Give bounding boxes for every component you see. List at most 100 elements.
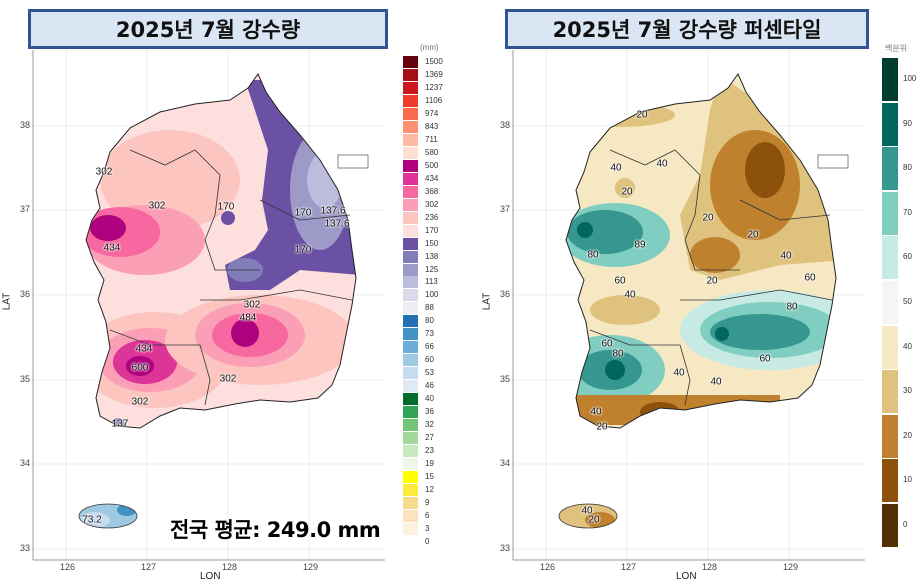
legend-swatch bbox=[403, 354, 418, 367]
legend-label: 60 bbox=[903, 252, 912, 262]
legend-label: 40 bbox=[425, 394, 434, 404]
legend-label: 711 bbox=[425, 134, 438, 144]
legend-swatch bbox=[403, 146, 418, 159]
right-map-title: 2025년 7월 강수량 퍼센타일 bbox=[505, 9, 869, 49]
legend-label: 32 bbox=[425, 420, 434, 430]
legend-label: 843 bbox=[425, 121, 439, 131]
contour-label: 60 bbox=[759, 353, 771, 365]
legend-swatch bbox=[882, 236, 898, 280]
x-tick: 126 bbox=[540, 562, 556, 572]
legend-label: 302 bbox=[425, 199, 439, 209]
y-tick: 33 bbox=[500, 543, 511, 553]
x-tick: 127 bbox=[141, 562, 157, 572]
legend-swatch bbox=[403, 276, 418, 289]
legend-label: 10 bbox=[903, 475, 912, 485]
legend-label: 1237 bbox=[425, 82, 443, 92]
y-tick: 33 bbox=[20, 543, 31, 553]
legend-label: 15 bbox=[425, 472, 434, 482]
contour-label: 80 bbox=[786, 301, 798, 313]
legend-swatch bbox=[403, 172, 418, 185]
legend-label: 36 bbox=[425, 407, 434, 417]
legend-swatch bbox=[403, 159, 418, 172]
legend-label: 580 bbox=[425, 147, 439, 157]
legend-swatch bbox=[403, 445, 418, 458]
right-legend-unit: 백분위 bbox=[885, 44, 908, 53]
contour-label: 40 bbox=[780, 250, 792, 262]
contour-label: 302 bbox=[95, 166, 113, 178]
legend-label: 80 bbox=[903, 163, 912, 173]
legend-label: 12 bbox=[425, 485, 434, 494]
legend-label: 53 bbox=[425, 368, 434, 378]
legend-swatch bbox=[403, 380, 418, 393]
contour-label: 484 bbox=[239, 312, 257, 324]
x-tick: 126 bbox=[60, 562, 76, 572]
legend-swatch bbox=[403, 263, 418, 276]
legend-swatch bbox=[403, 406, 418, 419]
contour-label: 89 bbox=[634, 239, 646, 251]
legend-swatch bbox=[403, 107, 418, 120]
legend-label: 974 bbox=[425, 108, 439, 118]
legend-swatch bbox=[882, 147, 898, 191]
contour-label: 40 bbox=[673, 367, 685, 379]
legend-swatch bbox=[403, 120, 418, 133]
legend-label: 20 bbox=[903, 430, 912, 440]
legend-swatch bbox=[403, 250, 418, 263]
legend-label: 1500 bbox=[425, 57, 443, 66]
national-average-annotation: 전국 평균: 249.0 mm bbox=[170, 518, 381, 542]
legend-label: 0 bbox=[903, 520, 908, 529]
contour-label: 170 bbox=[294, 244, 312, 256]
legend-label: 125 bbox=[425, 264, 439, 274]
legend-swatch bbox=[403, 302, 418, 315]
x-axis-label: LON bbox=[676, 571, 697, 582]
contour-label: 20 bbox=[747, 229, 759, 241]
legend-label: 3 bbox=[425, 523, 430, 533]
legend-swatch bbox=[882, 504, 898, 547]
legend-swatch bbox=[403, 224, 418, 237]
y-tick: 37 bbox=[20, 204, 31, 214]
contour-label: 434 bbox=[135, 343, 153, 355]
legend-swatch bbox=[403, 328, 418, 341]
legend-label: 23 bbox=[425, 446, 434, 456]
left-legend-unit: (mm) bbox=[420, 43, 439, 52]
contour-label: 80 bbox=[612, 348, 624, 360]
legend-label: 66 bbox=[425, 342, 434, 352]
contour-label: 137 bbox=[111, 418, 129, 430]
left-inset-box bbox=[337, 154, 369, 169]
y-tick: 38 bbox=[500, 120, 511, 130]
legend-swatch bbox=[403, 68, 418, 81]
contour-label: 40 bbox=[610, 162, 622, 174]
right-province-borders bbox=[589, 149, 833, 406]
contour-label: 20 bbox=[636, 109, 648, 121]
legend-swatch bbox=[882, 414, 898, 458]
legend-swatch bbox=[403, 315, 418, 328]
legend-label: 500 bbox=[425, 160, 439, 170]
legend-swatch bbox=[882, 459, 898, 503]
contour-label: 137.6 bbox=[320, 205, 346, 217]
legend-label: 40 bbox=[903, 341, 912, 351]
legend-swatch bbox=[403, 432, 418, 445]
contour-label: 80 bbox=[587, 249, 599, 261]
x-axis-label: LON bbox=[200, 571, 221, 582]
x-tick: 129 bbox=[303, 562, 319, 572]
x-tick: 128 bbox=[702, 562, 718, 572]
legend-swatch bbox=[403, 458, 418, 471]
legend-label: 1106 bbox=[425, 95, 443, 105]
legend-swatch bbox=[403, 341, 418, 354]
legend-swatch bbox=[403, 522, 418, 535]
legend-swatch bbox=[882, 281, 898, 324]
contour-label: 20 bbox=[588, 514, 600, 526]
legend-swatch bbox=[403, 471, 418, 484]
contour-label: 20 bbox=[702, 212, 714, 224]
legend-label: 46 bbox=[425, 381, 434, 391]
legend-swatch bbox=[403, 211, 418, 224]
legend-label: 90 bbox=[903, 118, 912, 128]
legend-swatch bbox=[882, 58, 898, 101]
legend-label: 0 bbox=[425, 536, 430, 546]
legend-swatch bbox=[403, 496, 418, 509]
y-tick: 35 bbox=[500, 374, 511, 384]
legend-swatch bbox=[403, 419, 418, 432]
legend-label: 80 bbox=[425, 316, 434, 326]
contour-label: 40 bbox=[710, 376, 722, 388]
y-tick: 38 bbox=[20, 120, 31, 130]
legend-swatch bbox=[403, 484, 418, 496]
